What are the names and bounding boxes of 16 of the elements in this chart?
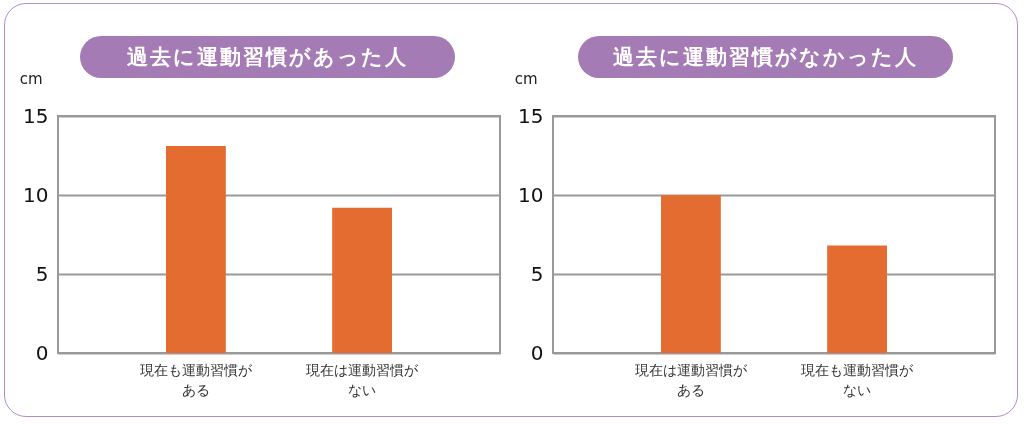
y-axis-title: cm [514, 69, 538, 88]
y-tick-label: 0 [530, 340, 544, 365]
x-tick-label: 現在も運動習慣がない [801, 361, 915, 398]
chart-title: 過去に運動習慣がなかった人 [578, 36, 953, 78]
chart-title: 過去に運動習慣があった人 [80, 36, 455, 78]
y-tick-label: 5 [530, 261, 544, 286]
x-tick-label: 現在は運動習慣がない [306, 361, 420, 398]
y-axis-title: cm [19, 69, 43, 88]
y-tick-label: 0 [35, 340, 49, 365]
y-tick-label: 10 [23, 182, 49, 207]
y-tick-label: 15 [23, 103, 49, 128]
x-tick-label: 現在も運動習慣がある [139, 361, 253, 398]
y-tick-label: 5 [35, 261, 49, 286]
y-tick-label: 10 [518, 182, 544, 207]
y-tick-label: 15 [518, 103, 544, 128]
x-tick-label: 現在は運動習慣がある [634, 361, 748, 398]
